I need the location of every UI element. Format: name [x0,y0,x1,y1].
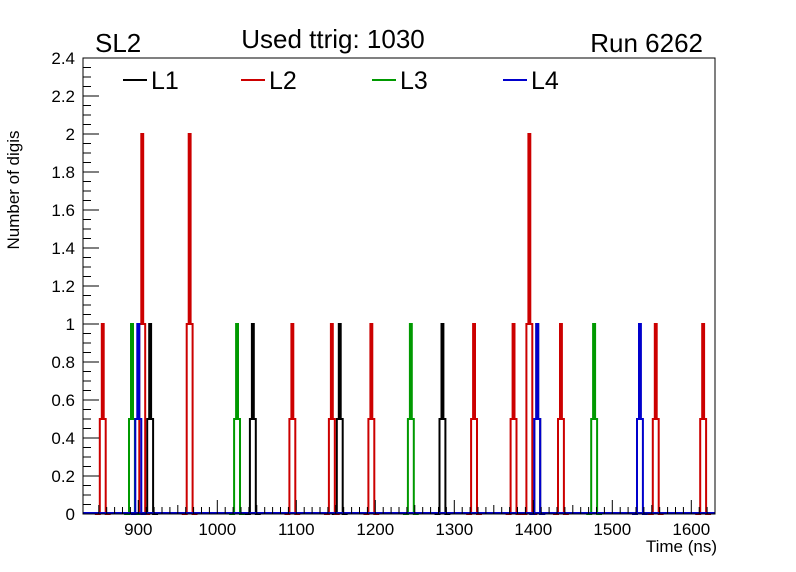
y-tick-label: 2.2 [51,87,75,106]
superlayer-label: SL2 [95,28,141,58]
x-tick-label: 1400 [514,520,552,539]
y-axis-label: Number of digis [4,130,23,249]
legend-label: L3 [400,67,428,95]
y-tick-label: 1.6 [51,201,75,220]
y-tick-label: 0.4 [51,429,75,448]
y-tick-label: 0.8 [51,353,75,372]
y-tick-label: 2 [66,125,75,144]
x-tick-label: 1500 [593,520,631,539]
y-tick-label: 0.6 [51,391,75,410]
run-label: Run 6262 [590,28,703,58]
y-tick-label: 1.8 [51,163,75,182]
y-tick-label: 1.4 [51,239,75,258]
y-tick-label: 1.2 [51,277,75,296]
x-tick-label: 1100 [278,520,315,539]
legend-label: L4 [531,67,559,95]
x-tick-label: 900 [124,520,152,539]
axis-ticks: 0 0.2 0.4 0.6 0.8 1 1.2 1.4 1.6 1.8 2 2.2 2.4 900 1000… [51,49,716,539]
x-tick-label: 1300 [435,520,473,539]
y-tick-label: 0 [66,505,75,524]
y-tick-label: 1 [66,315,75,334]
chart-title: Used ttrig: 1030 [241,24,425,54]
x-tick-label: 1000 [198,520,236,539]
y-tick-label: 0.2 [51,467,75,486]
x-tick-label: 1200 [356,520,394,539]
legend: L1 L2 L3 L4 [123,67,559,95]
legend-label: L2 [269,67,297,95]
y-tick-label: 2.4 [51,49,75,68]
legend-label: L1 [151,67,179,95]
x-tick-label: 1600 [672,520,710,539]
x-axis-label: Time (ns) [646,537,717,556]
